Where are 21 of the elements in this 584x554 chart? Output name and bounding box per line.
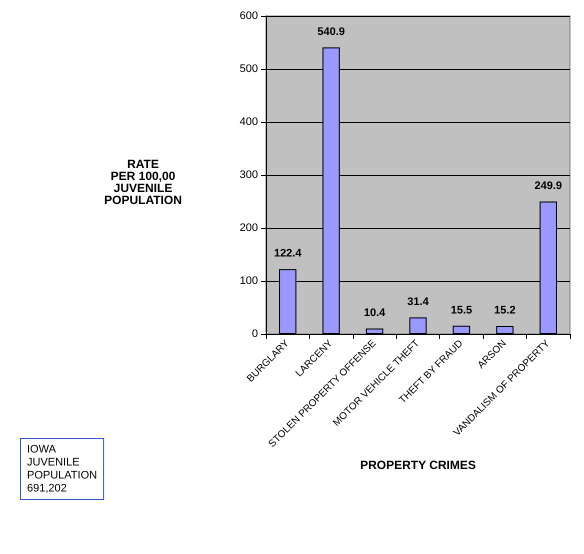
y-tick-label: 0 [252,328,258,340]
y-tick-label: 200 [240,222,258,234]
y-axis-title: RATE PER 100,00 JUVENILE POPULATION [104,157,182,207]
data-label: 31.4 [407,296,430,308]
y-tick-label: 100 [240,275,258,287]
bar [366,328,384,334]
y-tick-label: 600 [240,10,258,22]
data-label: 15.5 [450,304,472,316]
data-label: 10.4 [364,306,386,319]
data-label: 122.4 [274,248,302,260]
data-label: 15.2 [494,304,516,316]
y-tick-label: 500 [240,63,258,75]
bar [496,326,514,334]
text: IOWA JUVENILE POPULATION 691,202 [27,444,98,494]
bar [452,326,470,334]
y-tick-label: 400 [240,116,258,128]
data-label: 249.9 [534,180,562,192]
data-label: 540.9 [317,26,345,38]
bar [409,317,427,334]
y-tick-label: 300 [240,169,258,181]
x-axis-title: PROPERTY CRIMES [360,458,476,472]
